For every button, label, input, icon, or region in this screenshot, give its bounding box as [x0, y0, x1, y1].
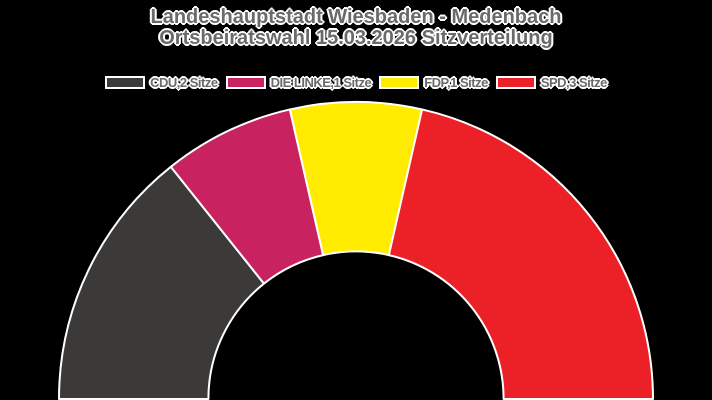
legend-swatch-spd	[495, 76, 536, 89]
chart-title-line1: Landeshauptstadt Wiesbaden - Medenbach	[150, 6, 562, 28]
donut-segment-spd	[387, 108, 654, 400]
legend-swatch-fdp	[379, 76, 420, 89]
legend-item-cdu: CDU,2 Sitze	[105, 75, 218, 90]
legend-label-fdp: FDP,1 Sitze	[424, 75, 488, 90]
chart-title-line2: Ortsbeiratswahl 15.03.2026 Sitzverteilun…	[159, 27, 553, 49]
legend-item-die-linke: DIE LINKE,1 Sitze	[225, 75, 372, 90]
donut-segment-cdu	[58, 165, 265, 400]
legend-label-die-linke: DIE LINKE,1 Sitze	[270, 75, 372, 90]
legend-swatch-cdu	[105, 76, 146, 89]
legend-item-spd: SPD,3 Sitze	[495, 75, 608, 90]
legend-label-cdu: CDU,2 Sitze	[150, 75, 218, 90]
legend-label-spd: SPD,3 Sitze	[540, 75, 608, 90]
legend-swatch-die-linke	[225, 76, 266, 89]
chart-title: Landeshauptstadt Wiesbaden - Medenbach O…	[0, 7, 712, 49]
legend-item-fdp: FDP,1 Sitze	[379, 75, 488, 90]
legend: CDU,2 Sitze DIE LINKE,1 Sitze FDP,1 Sitze S…	[0, 75, 712, 90]
